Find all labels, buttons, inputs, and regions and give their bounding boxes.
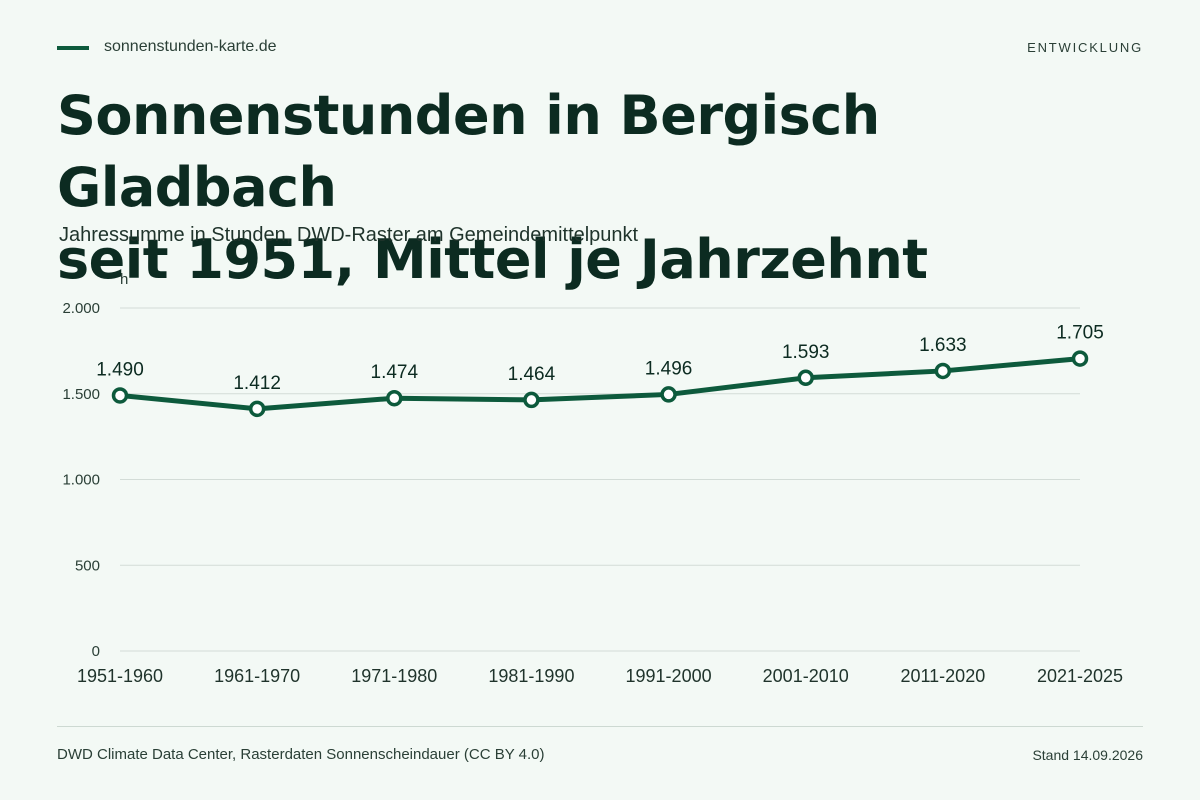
y-tick-label: 500 [75,557,100,574]
data-point [248,400,266,418]
x-tick-label: 1971-1980 [351,666,437,686]
series-line [117,356,1083,412]
data-point [386,389,403,407]
brand-link[interactable]: sonnenstunden-karte.de [104,38,277,55]
data-label: 1.633 [919,335,967,356]
source-note: DWD Climate Data Center, Rasterdaten Son… [57,746,545,763]
x-tick-label: 1981-1990 [488,666,574,686]
chart-title-line-1: Sonnenstunden in Bergisch Gladbach [57,84,880,219]
x-tick-label: 2001-2010 [763,666,849,686]
data-point [1071,350,1089,367]
chart-subtitle: Jahressumme in Stunden, DWD-Raster am Ge… [59,224,639,246]
data-label: 1.474 [371,362,419,383]
footer-divider [57,726,1143,727]
data-point [934,362,952,380]
y-tick-label: 2.000 [62,300,100,317]
top-bar: sonnenstunden-karte.de ENTWICKLUNG [57,38,1143,58]
x-tick-label: 1951-1960 [77,666,163,686]
data-label: 1.490 [96,359,144,380]
y-axis-label: h [120,271,128,288]
y-tick-label: 0 [92,643,100,660]
section-tag: ENTWICKLUNG [1027,40,1143,55]
y-tick-label: 1.500 [62,386,100,403]
chart-title-line-2: seit 1951, Mittel je Jahrzehnt [57,228,928,291]
data-label: 1.412 [233,373,281,394]
y-tick-label: 1.000 [62,472,100,489]
data-label: 1.464 [508,364,556,385]
x-tick-label: 2011-2020 [900,666,985,686]
data-point [523,391,540,409]
chart-title: Sonnenstunden in Bergisch Gladbach seit … [57,80,1157,296]
data-point [660,386,677,403]
brand-accent-bar [57,46,89,50]
line-chart: 0 500 1.000 1.500 2.000 h 1951-1960 1961-1970 19… [62,271,1123,686]
x-tick-label: 1961-1970 [214,666,300,686]
x-tick-label: 2021-2025 [1037,666,1123,686]
data-point [797,369,814,387]
date-stamp: Stand 14.09.2026 [1032,747,1143,763]
data-point [111,387,129,404]
data-label: 1.705 [1056,323,1104,344]
data-label: 1.593 [782,342,830,363]
data-label: 1.496 [645,358,693,379]
x-tick-label: 1991-2000 [626,666,712,686]
